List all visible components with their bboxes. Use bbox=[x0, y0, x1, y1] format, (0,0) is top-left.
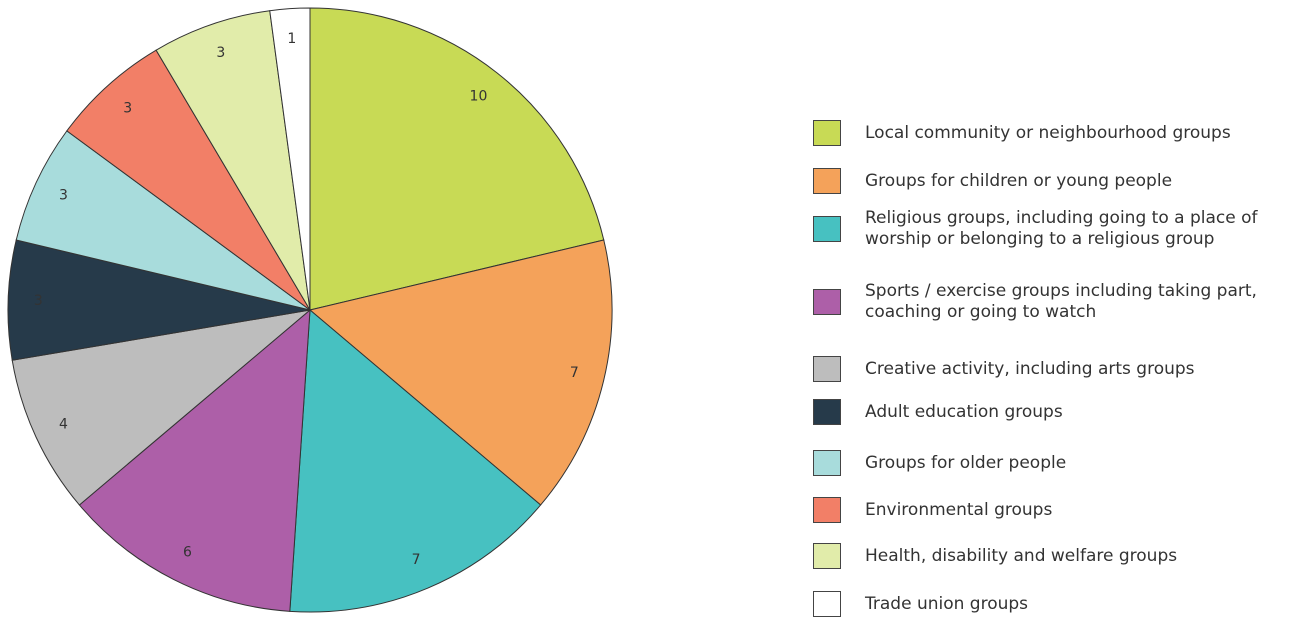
chart: 10 7 7 6 4 3 3 3 3 1 bbox=[7, 7, 613, 613]
legend-swatch bbox=[813, 168, 841, 194]
data-label: 3 bbox=[216, 45, 225, 61]
legend-swatch bbox=[813, 289, 841, 315]
data-label: 6 bbox=[183, 545, 192, 561]
legend-item: Sports / exercise groups including takin… bbox=[813, 281, 1293, 323]
legend-label: Groups for children or young people bbox=[865, 170, 1173, 191]
pie-slice bbox=[155, 10, 311, 311]
data-label: 3 bbox=[123, 100, 132, 116]
legend-label: Groups for older people bbox=[865, 452, 1067, 473]
pie-slice bbox=[66, 49, 311, 311]
legend-swatch bbox=[813, 120, 841, 146]
pie-slice bbox=[15, 130, 311, 311]
legend-item: Health, disability and welfare groups bbox=[813, 543, 1293, 569]
legend-item: Environmental groups bbox=[813, 497, 1293, 523]
pie-slice bbox=[289, 308, 542, 613]
data-label: 7 bbox=[570, 365, 579, 381]
legend-item: Adult education groups bbox=[813, 399, 1293, 425]
legend-swatch bbox=[813, 450, 841, 476]
data-label: 10 bbox=[470, 89, 488, 105]
legend-label: Health, disability and welfare groups bbox=[865, 545, 1178, 566]
legend-swatch bbox=[813, 543, 841, 569]
legend-item: Local community or neighbourhood groups bbox=[813, 120, 1293, 146]
legend-item: Trade union groups bbox=[813, 591, 1293, 617]
legend-swatch bbox=[813, 497, 841, 523]
data-label: 3 bbox=[59, 188, 68, 204]
legend-item: Creative activity, including arts groups bbox=[813, 356, 1293, 382]
legend-item: Religious groups, including going to a p… bbox=[813, 208, 1293, 250]
legend-item: Groups for older people bbox=[813, 450, 1293, 476]
legend-label: Religious groups, including going to a p… bbox=[865, 208, 1258, 249]
legend-label: Sports / exercise groups including takin… bbox=[865, 281, 1257, 322]
legend-swatch bbox=[813, 216, 841, 242]
data-label: 3 bbox=[34, 293, 43, 309]
pie-slice bbox=[269, 7, 311, 311]
legend-label: Trade union groups bbox=[865, 593, 1029, 614]
data-label: 7 bbox=[412, 552, 421, 568]
data-label: 1 bbox=[287, 31, 296, 47]
pie-slice bbox=[7, 239, 311, 361]
legend-swatch bbox=[813, 591, 841, 617]
legend-swatch bbox=[813, 356, 841, 382]
pie-slice bbox=[11, 309, 312, 506]
legend-label: Local community or neighbourhood groups bbox=[865, 122, 1231, 143]
pie-slice bbox=[309, 7, 605, 311]
legend-label: Environmental groups bbox=[865, 499, 1053, 520]
legend-label: Creative activity, including arts groups bbox=[865, 358, 1195, 379]
legend-label: Adult education groups bbox=[865, 401, 1063, 422]
data-label: 4 bbox=[59, 416, 68, 432]
legend-swatch bbox=[813, 399, 841, 425]
pie-slice bbox=[78, 308, 311, 612]
pie-slice bbox=[308, 239, 613, 506]
legend-item: Groups for children or young people bbox=[813, 168, 1293, 194]
